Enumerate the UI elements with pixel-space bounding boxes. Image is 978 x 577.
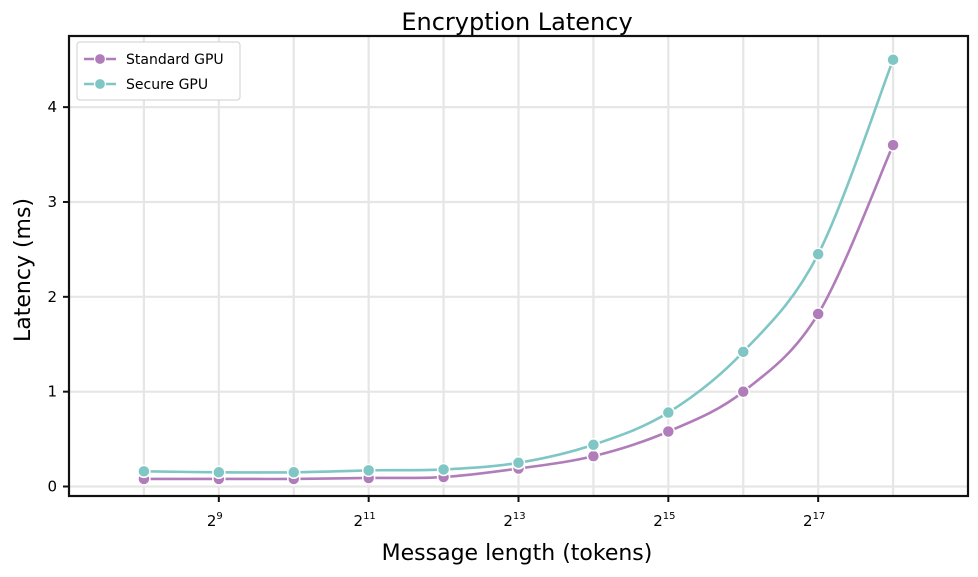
data-point-secure-gpu	[287, 465, 301, 480]
series-lines	[137, 52, 900, 486]
x-axis-label: Message length (tokens)	[382, 541, 653, 566]
x-tick-label: 217	[803, 511, 825, 530]
data-point-secure-gpu	[137, 464, 151, 479]
data-point-secure-gpu	[586, 438, 601, 452]
data-point-secure-gpu	[361, 463, 376, 478]
data-point-standard-gpu	[886, 138, 900, 152]
data-point-standard-gpu	[661, 424, 676, 439]
legend-item-standard-gpu: Standard GPU	[84, 52, 224, 68]
legend-item-secure-gpu: Secure GPU	[84, 77, 208, 93]
legend-marker-secure-gpu	[93, 77, 107, 91]
grid	[69, 36, 968, 496]
legend-label-standard-gpu: Standard GPU	[126, 52, 224, 68]
legend-box	[76, 41, 241, 101]
data-point-secure-gpu	[811, 247, 825, 261]
x-tick-label: 213	[503, 511, 525, 530]
data-point-secure-gpu	[212, 465, 226, 480]
tick-labels: 0 1 2 3 4 29 211 213 215 217	[47, 98, 825, 530]
y-tick-label: 0	[47, 478, 57, 496]
data-point-secure-gpu	[736, 345, 750, 359]
y-tick-label: 4	[47, 98, 57, 116]
legend-label-secure-gpu: Secure GPU	[126, 77, 208, 93]
data-point-standard-gpu	[736, 384, 750, 399]
y-axis-label: Latency (ms)	[11, 198, 36, 342]
chart-title: Encryption Latency	[401, 8, 632, 36]
x-tick-label: 215	[653, 511, 675, 530]
series-line-standard-gpu	[142, 143, 895, 481]
legend: Standard GPU Secure GPU	[76, 41, 241, 101]
series-line-secure-gpu	[142, 58, 895, 474]
data-point-secure-gpu	[886, 52, 900, 67]
data-point-secure-gpu	[661, 405, 676, 420]
legend-marker-standard-gpu	[93, 52, 107, 66]
x-tick-label: 29	[207, 511, 223, 530]
plot-frame	[63, 34, 970, 502]
y-tick-label: 2	[47, 288, 57, 306]
data-point-standard-gpu	[586, 449, 601, 463]
x-tick-label: 211	[354, 511, 376, 530]
y-tick-label: 1	[47, 383, 57, 401]
data-point-secure-gpu	[436, 462, 451, 477]
data-point-secure-gpu	[511, 456, 526, 470]
data-point-standard-gpu	[811, 307, 825, 321]
y-tick-label: 3	[47, 193, 57, 211]
